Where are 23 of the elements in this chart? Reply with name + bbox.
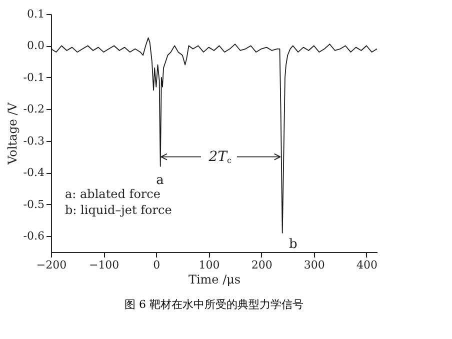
x-tick-label: −200 (36, 258, 67, 272)
y-tick-label: 0.1 (27, 8, 44, 20)
y-tick-label: 0.0 (27, 39, 44, 52)
x-tick-label: 0 (153, 258, 160, 272)
x-tick-label: 100 (198, 258, 220, 272)
text: 图 6 靶材在水中所受的典型力学信号 (124, 298, 304, 311)
y-tick-label: -0.6 (23, 230, 44, 243)
y-axis-title: Voltage /V (5, 102, 20, 166)
x-axis-title: Time /μs (188, 272, 241, 286)
y-tick-label: -0.4 (23, 166, 44, 180)
annotation: b (289, 237, 298, 252)
x-tick-label: 200 (251, 258, 272, 272)
y-tick-label: -0.2 (23, 102, 44, 116)
y-tick-label: -0.5 (23, 198, 44, 211)
annotation: a (156, 173, 164, 188)
x-tick-label: 300 (304, 258, 325, 272)
annotation: 2Tc (208, 148, 232, 165)
annotation: b: liquid–jet force (65, 203, 172, 217)
annotation: a: ablated force (65, 187, 160, 201)
y-tick-label: -0.1 (23, 70, 44, 84)
y-tick-label: -0.3 (23, 134, 44, 148)
x-tick-label: 400 (356, 258, 378, 272)
x-tick-label: −100 (88, 258, 120, 272)
